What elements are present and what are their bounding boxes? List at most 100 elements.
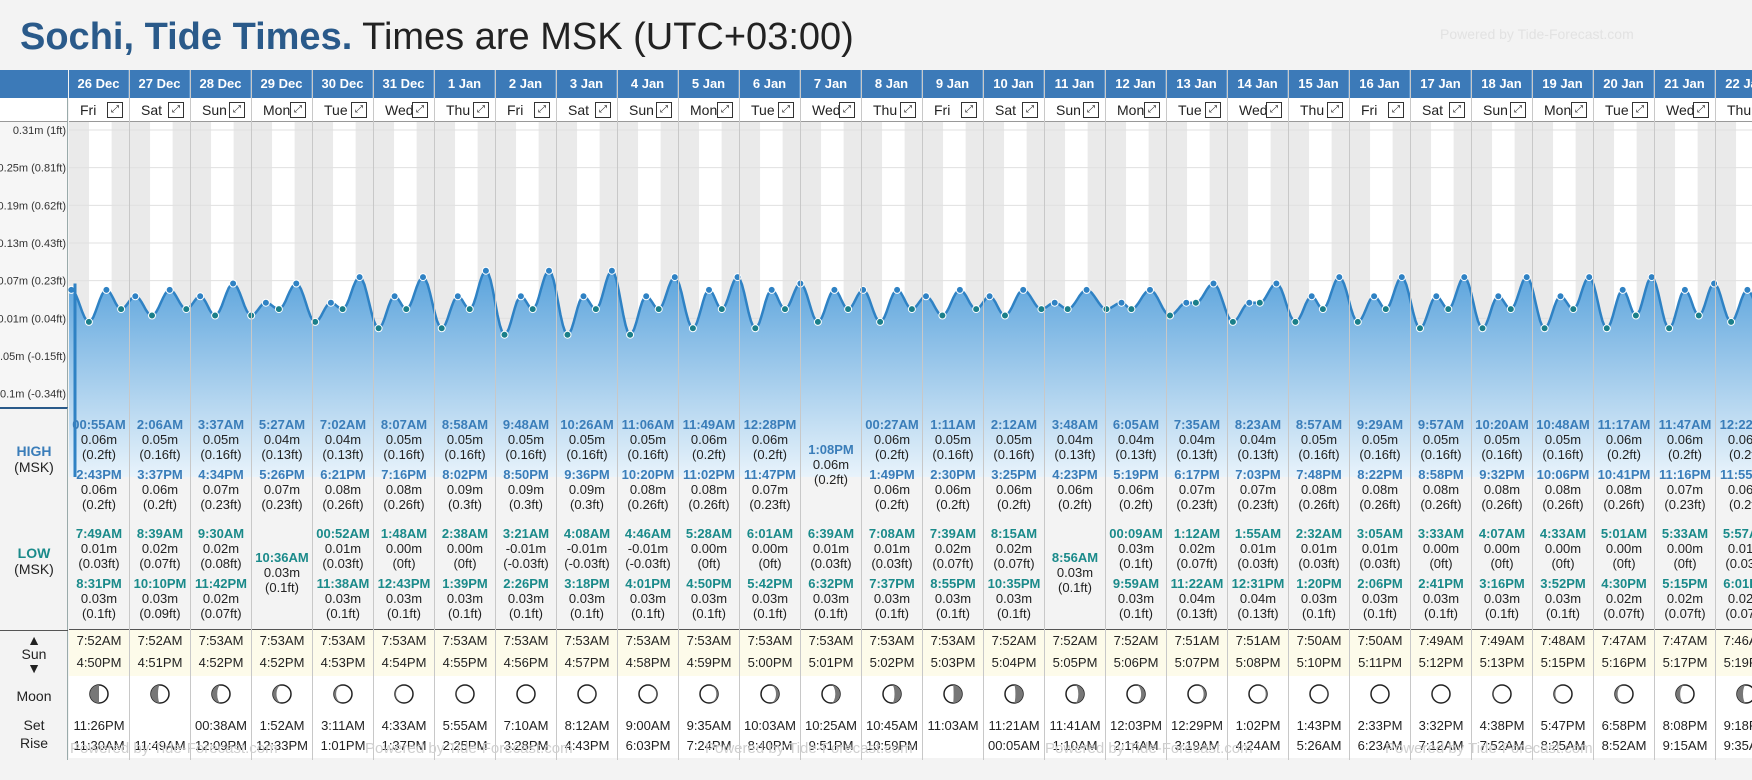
expand-icon[interactable]: ⤢ [229,102,245,118]
low-tide-point[interactable] [1001,311,1009,320]
low-tide-point[interactable] [338,305,347,314]
expand-icon[interactable]: ⤢ [1022,102,1038,118]
high-tide-point[interactable] [1585,273,1594,282]
high-tide-point[interactable] [767,285,776,294]
high-tide-point[interactable] [1556,292,1565,301]
expand-icon[interactable]: ⤢ [1632,102,1648,118]
expand-icon[interactable]: ⤢ [290,102,306,118]
low-tide-point[interactable] [1228,317,1237,326]
low-tide-point[interactable] [1631,311,1640,320]
expand-icon[interactable]: ⤢ [961,102,977,118]
high-tide-point[interactable] [1370,292,1379,301]
expand-icon[interactable]: ⤢ [1144,102,1160,118]
expand-icon[interactable]: ⤢ [473,102,489,118]
low-tide-point[interactable] [1416,324,1424,333]
high-tide-point[interactable] [1182,298,1191,307]
low-tide-point[interactable] [1665,324,1674,333]
high-tide-point[interactable] [1522,273,1531,282]
high-tide-point[interactable] [1272,279,1281,288]
low-tide-point[interactable] [844,305,853,314]
low-tide-point[interactable] [437,324,446,333]
low-tide-point[interactable] [117,305,126,314]
high-tide-point[interactable] [545,266,553,275]
expand-icon[interactable]: ⤢ [1449,102,1465,118]
expand-icon[interactable]: ⤢ [351,102,367,118]
high-tide-point[interactable] [1146,285,1154,294]
expand-icon[interactable]: ⤢ [1388,102,1404,118]
low-tide-point[interactable] [1444,305,1453,314]
low-tide-point[interactable] [211,311,220,320]
high-tide-point[interactable] [390,292,399,301]
high-tide-point[interactable] [419,273,427,282]
low-tide-point[interactable] [1191,298,1200,307]
high-tide-point[interactable] [1397,273,1406,282]
low-tide-point[interactable] [1127,305,1136,314]
low-tide-point[interactable] [84,317,93,326]
high-tide-point[interactable] [985,292,994,301]
high-tide-point[interactable] [102,285,111,294]
high-tide-point[interactable] [355,273,364,282]
low-tide-point[interactable] [1506,305,1515,314]
expand-icon[interactable]: ⤢ [1693,102,1709,118]
high-tide-point[interactable] [1743,285,1752,294]
high-tide-point[interactable] [893,285,902,294]
low-tide-point[interactable] [1478,324,1487,333]
low-tide-point[interactable] [1381,305,1390,314]
high-tide-point[interactable] [1307,292,1316,301]
expand-icon[interactable]: ⤢ [1083,102,1099,118]
expand-icon[interactable]: ⤢ [595,102,611,118]
high-tide-point[interactable] [131,292,140,301]
high-tide-point[interactable] [261,298,270,307]
high-tide-point[interactable] [326,298,335,307]
high-tide-point[interactable] [196,292,205,301]
low-tide-point[interactable] [1353,317,1362,326]
low-tide-point[interactable] [907,305,916,314]
high-tide-point[interactable] [579,292,588,301]
low-tide-point[interactable] [274,305,283,314]
low-tide-point[interactable] [563,330,572,339]
high-tide-point[interactable] [1245,298,1254,307]
expand-icon[interactable]: ⤢ [1571,102,1587,118]
high-tide-point[interactable] [516,292,525,301]
low-tide-point[interactable] [688,324,697,333]
high-tide-point[interactable] [705,285,713,294]
high-tide-point[interactable] [292,279,301,288]
expand-icon[interactable]: ⤢ [168,102,184,118]
high-tide-point[interactable] [1117,298,1126,307]
expand-icon[interactable]: ⤢ [1510,102,1526,118]
high-tide-point[interactable] [1460,273,1469,282]
low-tide-point[interactable] [311,317,320,326]
high-tide-point[interactable] [830,285,839,294]
low-tide-point[interactable] [781,305,789,314]
low-tide-point[interactable] [1727,317,1736,326]
high-tide-point[interactable] [607,266,616,275]
low-tide-point[interactable] [1540,324,1549,333]
low-tide-point[interactable] [1694,311,1703,320]
expand-icon[interactable]: ⤢ [534,102,550,118]
high-tide-point[interactable] [1050,298,1059,307]
expand-icon[interactable]: ⤢ [900,102,916,118]
low-tide-point[interactable] [1102,305,1111,314]
expand-icon[interactable]: ⤢ [1205,102,1221,118]
expand-icon[interactable]: ⤢ [717,102,733,118]
low-tide-point[interactable] [626,330,635,339]
low-tide-point[interactable] [751,324,760,333]
low-tide-point[interactable] [876,317,885,326]
low-tide-point[interactable] [1255,298,1264,307]
high-tide-point[interactable] [229,279,238,288]
low-tide-point[interactable] [1063,305,1072,314]
expand-icon[interactable]: ⤢ [1266,102,1282,118]
low-tide-point[interactable] [182,305,191,314]
expand-icon[interactable]: ⤢ [107,102,123,118]
low-tide-point[interactable] [1569,305,1578,314]
high-tide-point[interactable] [1335,273,1344,282]
low-tide-point[interactable] [1291,317,1300,326]
high-tide-point[interactable] [1432,292,1441,301]
high-tide-point[interactable] [1494,292,1503,301]
expand-icon[interactable]: ⤢ [839,102,855,118]
low-tide-point[interactable] [591,305,600,314]
low-tide-point[interactable] [374,324,383,333]
low-tide-point[interactable] [528,305,537,314]
expand-icon[interactable]: ⤢ [412,102,428,118]
low-tide-point[interactable] [938,311,947,320]
